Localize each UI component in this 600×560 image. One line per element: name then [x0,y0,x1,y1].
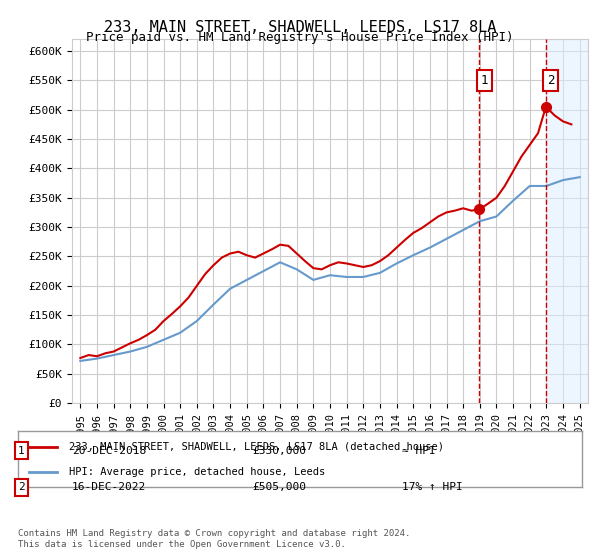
Text: 2: 2 [547,74,554,87]
Text: 16-DEC-2022: 16-DEC-2022 [72,482,146,492]
Text: 20-DEC-2018: 20-DEC-2018 [72,446,146,456]
Text: 1: 1 [481,74,488,87]
Text: 233, MAIN STREET, SHADWELL, LEEDS, LS17 8LA (detached house): 233, MAIN STREET, SHADWELL, LEEDS, LS17 … [69,442,444,452]
Text: £330,000: £330,000 [252,446,306,456]
Text: Contains HM Land Registry data © Crown copyright and database right 2024.
This d: Contains HM Land Registry data © Crown c… [18,529,410,549]
Text: 17% ↑ HPI: 17% ↑ HPI [402,482,463,492]
Text: Price paid vs. HM Land Registry's House Price Index (HPI): Price paid vs. HM Land Registry's House … [86,31,514,44]
Text: 1: 1 [18,446,25,456]
Text: £505,000: £505,000 [252,482,306,492]
Text: 2: 2 [18,482,25,492]
Text: ≈ HPI: ≈ HPI [402,446,436,456]
Text: HPI: Average price, detached house, Leeds: HPI: Average price, detached house, Leed… [69,466,325,477]
Text: 233, MAIN STREET, SHADWELL, LEEDS, LS17 8LA: 233, MAIN STREET, SHADWELL, LEEDS, LS17 … [104,20,496,35]
Polygon shape [546,39,588,403]
